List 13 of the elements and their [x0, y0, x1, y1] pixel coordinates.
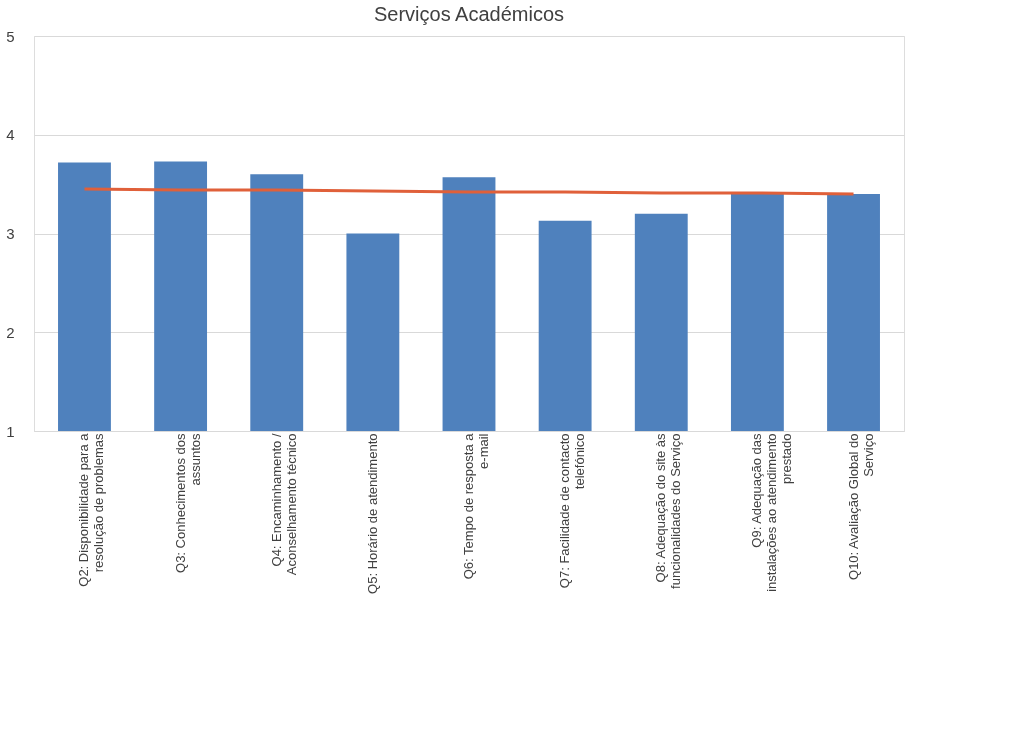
y-tick-label: 3 — [6, 225, 15, 242]
x-tick-label: Q7: Facilidade de contacto telefónico — [557, 433, 588, 589]
y-tick-label: 2 — [6, 323, 15, 341]
y-tick-label: 5 — [6, 27, 15, 45]
y-tick-label: 4 — [6, 126, 15, 144]
x-tick-label: Q5: Horário de atendimento — [364, 433, 380, 594]
x-tick-label: Q6: Tempo de resposta a e-mail — [461, 432, 491, 580]
y-tick-label: 1 — [6, 422, 15, 440]
x-tick-label: Q9: Adequação das instalações ao atendimento prestado — [749, 433, 795, 592]
x-tick-label: Q2: Disponibilidade para a resolução de problemas — [76, 432, 107, 587]
x-tick-label: Q10: Avaliação Global do Serviço — [845, 433, 876, 580]
chart-title: Serviços Académicos — [373, 3, 565, 25]
x-tick-label: Q3: Conhecimentos dos assuntos — [172, 433, 203, 573]
